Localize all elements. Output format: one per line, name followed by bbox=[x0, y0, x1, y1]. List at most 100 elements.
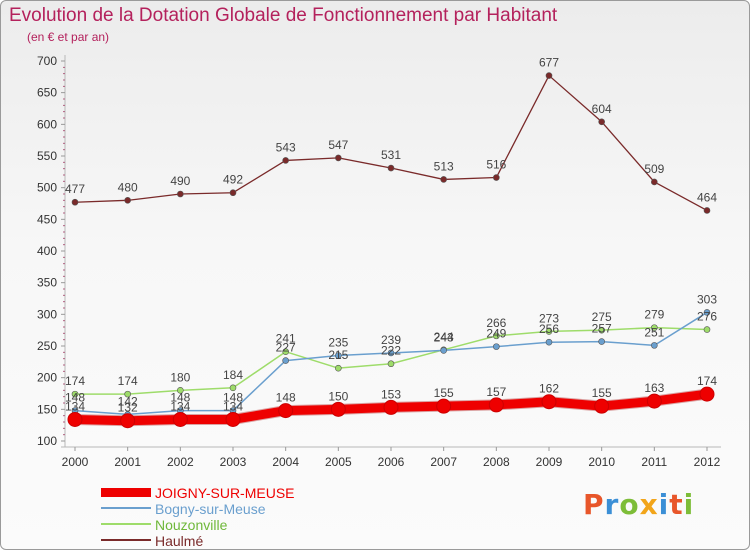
legend-label: Bogny-sur-Meuse bbox=[155, 501, 266, 517]
y-tick-label: 100 bbox=[37, 434, 57, 448]
data-point bbox=[71, 198, 79, 206]
data-point bbox=[177, 387, 184, 394]
data-label: 222 bbox=[381, 344, 401, 358]
data-label: 516 bbox=[486, 158, 506, 172]
data-label: 157 bbox=[486, 385, 506, 399]
data-point bbox=[225, 411, 241, 427]
data-point bbox=[387, 360, 395, 368]
legend-label: JOIGNY-SUR-MEUSE bbox=[155, 485, 295, 501]
data-point bbox=[545, 328, 553, 335]
data-point bbox=[67, 411, 83, 427]
logo-letter: r bbox=[604, 488, 620, 521]
data-label: 303 bbox=[697, 292, 717, 306]
y-tick-label: 550 bbox=[37, 149, 57, 163]
y-tick-label: 250 bbox=[37, 339, 57, 353]
logo-letter: o bbox=[619, 488, 640, 521]
data-label: 547 bbox=[328, 138, 348, 152]
data-label: 531 bbox=[381, 148, 401, 162]
data-point bbox=[120, 413, 136, 429]
y-tick-label: 350 bbox=[37, 276, 57, 290]
data-label: 215 bbox=[328, 348, 348, 362]
data-point bbox=[493, 174, 500, 181]
data-point bbox=[172, 411, 188, 427]
data-label: 134 bbox=[223, 399, 243, 413]
legend-label: Haulmé bbox=[155, 533, 204, 549]
data-point bbox=[651, 178, 658, 186]
x-tick-label: 2007 bbox=[430, 455, 457, 469]
data-label: 153 bbox=[381, 387, 401, 401]
data-point bbox=[124, 197, 131, 204]
logo-letter: x bbox=[639, 488, 659, 521]
data-point bbox=[703, 309, 711, 316]
legend-label: Nouzonville bbox=[155, 517, 228, 533]
data-label: 279 bbox=[644, 308, 664, 322]
x-tick-label: 2011 bbox=[641, 455, 667, 469]
legend-swatch bbox=[101, 487, 151, 497]
data-label: 134 bbox=[65, 399, 85, 413]
data-label: 180 bbox=[170, 370, 190, 384]
data-label: 239 bbox=[381, 333, 401, 347]
data-label: 604 bbox=[592, 102, 612, 116]
x-tick-label: 2012 bbox=[694, 455, 721, 469]
data-label: 184 bbox=[223, 368, 243, 382]
data-point bbox=[387, 349, 395, 357]
data-label: 464 bbox=[697, 190, 717, 204]
chart-subtitle: (en € et par an) bbox=[27, 30, 110, 44]
data-point bbox=[598, 326, 605, 334]
data-point bbox=[598, 338, 605, 345]
data-label: 509 bbox=[644, 162, 664, 176]
data-point bbox=[330, 401, 346, 417]
data-point bbox=[545, 338, 553, 346]
x-tick-label: 2010 bbox=[588, 455, 615, 469]
data-label: 276 bbox=[697, 310, 717, 324]
y-tick-label: 500 bbox=[37, 181, 57, 195]
data-label: 148 bbox=[223, 391, 243, 405]
data-label: 492 bbox=[223, 173, 243, 187]
data-label: 241 bbox=[276, 332, 296, 346]
x-tick-label: 2005 bbox=[325, 455, 352, 469]
data-point bbox=[646, 393, 662, 409]
data-label: 243 bbox=[434, 330, 454, 344]
x-tick-label: 2000 bbox=[62, 455, 89, 469]
data-point bbox=[229, 384, 237, 392]
data-point bbox=[177, 190, 184, 198]
data-point bbox=[594, 398, 610, 414]
data-label: 163 bbox=[644, 381, 664, 395]
logo-letter: P bbox=[583, 488, 605, 521]
x-tick-label: 2009 bbox=[536, 455, 563, 469]
data-label: 266 bbox=[486, 316, 506, 330]
legend-swatch bbox=[101, 539, 151, 541]
data-label: 244 bbox=[434, 330, 454, 344]
data-label: 480 bbox=[118, 180, 138, 194]
x-tick-label: 2008 bbox=[483, 455, 510, 469]
logo-letter: t bbox=[669, 488, 684, 521]
data-point bbox=[440, 347, 447, 354]
data-point bbox=[545, 72, 553, 79]
data-point bbox=[71, 390, 79, 398]
data-point bbox=[335, 154, 342, 162]
data-point bbox=[229, 189, 237, 197]
logo-letter: i bbox=[658, 488, 670, 521]
data-label: 257 bbox=[592, 322, 612, 336]
data-label: 227 bbox=[276, 341, 296, 355]
data-label: 174 bbox=[65, 374, 85, 388]
data-label: 273 bbox=[539, 311, 559, 325]
y-tick-label: 650 bbox=[37, 86, 57, 100]
x-tick-label: 2002 bbox=[167, 455, 194, 469]
data-label: 134 bbox=[170, 399, 190, 413]
data-label: 174 bbox=[118, 374, 138, 388]
data-point bbox=[541, 394, 557, 410]
data-label: 235 bbox=[328, 336, 348, 350]
data-label: 155 bbox=[434, 386, 454, 400]
data-label: 148 bbox=[170, 391, 190, 405]
data-point bbox=[651, 324, 658, 331]
data-point bbox=[651, 342, 658, 349]
chart-title: Evolution de la Dotation Globale de Fonc… bbox=[9, 5, 558, 26]
x-tick-label: 2006 bbox=[378, 455, 405, 469]
data-point bbox=[124, 390, 131, 398]
y-tick-label: 300 bbox=[37, 307, 57, 321]
y-tick-label: 700 bbox=[37, 54, 57, 68]
data-point bbox=[703, 326, 711, 333]
data-point bbox=[282, 357, 289, 364]
